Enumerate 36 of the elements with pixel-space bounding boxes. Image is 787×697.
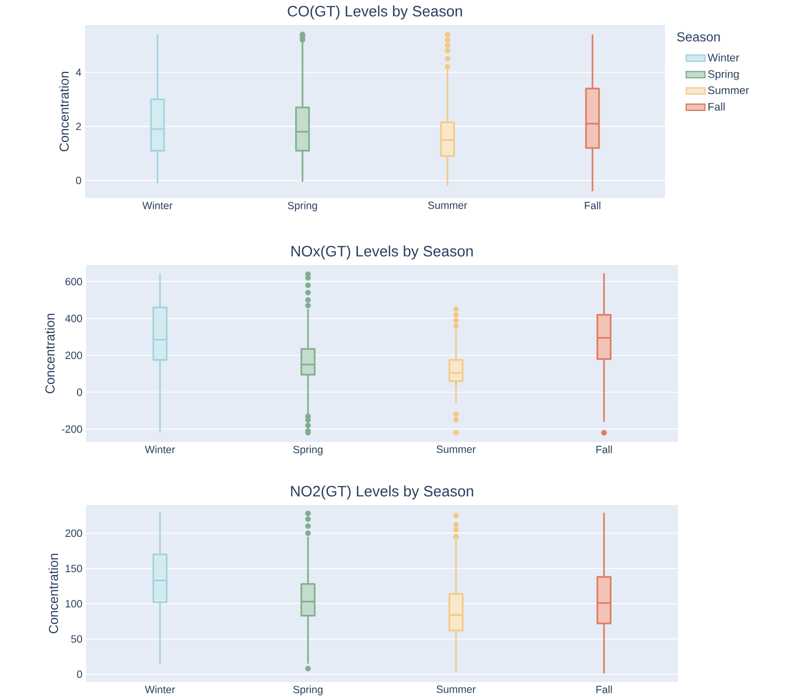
y-tick-label: 200 bbox=[65, 352, 82, 360]
x-tick-label: Fall bbox=[596, 446, 612, 454]
x-tick-label: Summer bbox=[436, 686, 476, 693]
y-tick-label: 0 bbox=[77, 670, 82, 678]
x-tick-label: Summer bbox=[436, 446, 476, 453]
y-tick-label: 150 bbox=[66, 564, 82, 572]
y-tick-label: 200 bbox=[65, 529, 82, 537]
chart-title: NOx(GT) Levels by Season bbox=[292, 245, 473, 260]
x-tick-label: Fall bbox=[584, 202, 600, 210]
legend-label: Fall bbox=[708, 102, 725, 111]
y-tick-label: 0 bbox=[77, 388, 82, 396]
x-tick-label: Fall bbox=[596, 686, 612, 694]
x-tick-label: Winter bbox=[142, 202, 172, 210]
y-tick-label: 4 bbox=[76, 68, 82, 76]
x-tick-label: Summer bbox=[428, 202, 468, 209]
y-axis-title: Concentration bbox=[59, 72, 69, 152]
y-tick-label: -200 bbox=[62, 425, 82, 433]
y-tick-label: 400 bbox=[65, 314, 82, 322]
x-tick-label: Spring bbox=[288, 202, 317, 212]
chart-title: NO2(GT) Levels by Season bbox=[291, 485, 474, 500]
x-tick-label: Spring bbox=[293, 686, 322, 696]
legend-label: Spring bbox=[708, 70, 739, 80]
legend-label: Winter bbox=[708, 53, 740, 62]
chart-title: CO(GT) Levels by Season bbox=[288, 5, 462, 20]
x-tick-label: Winter bbox=[144, 686, 175, 694]
y-tick-label: 2 bbox=[76, 122, 81, 130]
y-tick-label: 50 bbox=[71, 635, 82, 643]
x-tick-label: Winter bbox=[144, 446, 175, 454]
y-axis-title: Concentration bbox=[45, 314, 55, 394]
x-tick-label: Spring bbox=[293, 446, 322, 456]
y-tick-label: 100 bbox=[66, 600, 82, 608]
y-axis-title: Concentration bbox=[48, 554, 58, 634]
y-tick-label: 600 bbox=[65, 278, 82, 286]
y-tick-label: 0 bbox=[76, 176, 82, 184]
legend-title: Season bbox=[677, 32, 720, 42]
legend-label: Summer bbox=[708, 86, 749, 94]
